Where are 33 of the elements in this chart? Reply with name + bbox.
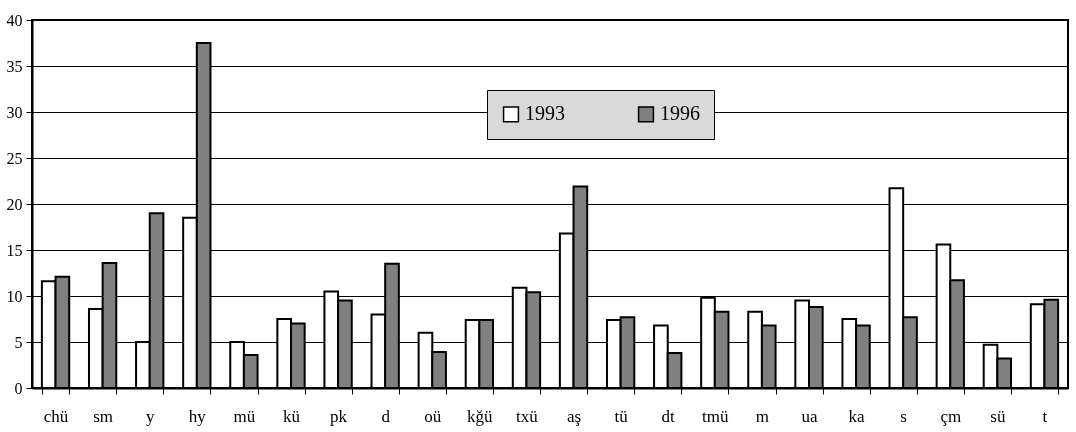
- x-tick-label: ua: [801, 406, 818, 426]
- x-tick-label: m: [755, 406, 770, 426]
- x-tick-label: txü: [516, 406, 539, 426]
- y-tick-label: 5: [14, 333, 23, 351]
- x-tick-label: dt: [661, 406, 676, 426]
- y-tick-label: 40: [6, 11, 23, 29]
- x-tick-label: kü: [283, 406, 301, 426]
- x-tick-label: pk: [330, 406, 348, 426]
- legend-label: 1993: [525, 102, 565, 125]
- x-tick-label: y: [145, 406, 155, 426]
- x-tick-label: aş: [566, 406, 582, 426]
- x-tick-label: sm: [93, 406, 114, 426]
- x-tick-label: d: [381, 406, 391, 426]
- x-tick-label: oü: [424, 406, 442, 426]
- x-tick-label: s: [900, 406, 907, 426]
- x-tick-label: kğü: [467, 406, 494, 426]
- y-tick-label: 0: [14, 379, 23, 397]
- y-tick-label: 15: [6, 241, 23, 259]
- y-tick-label: 10: [6, 287, 23, 305]
- legend-label: 1996: [660, 102, 700, 125]
- x-tick-label: ka: [848, 406, 866, 426]
- x-tick-label: hy: [188, 406, 207, 426]
- y-tick-label: 30: [6, 103, 23, 121]
- y-tick-label: 20: [6, 195, 23, 213]
- x-tick-label: mü: [233, 406, 256, 426]
- x-tick-label: tmü: [702, 406, 730, 426]
- y-tick-label: 35: [6, 57, 23, 75]
- y-tick-label: 25: [6, 149, 23, 167]
- x-tick-label: chü: [43, 406, 69, 426]
- x-tick-label: sü: [990, 406, 1006, 426]
- x-tick-label: t: [1042, 406, 1048, 426]
- x-tick-label: çm: [940, 406, 962, 426]
- x-tick-label: tü: [614, 406, 629, 426]
